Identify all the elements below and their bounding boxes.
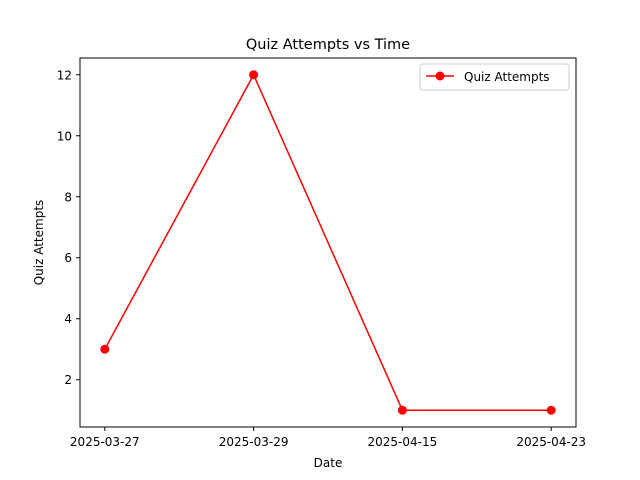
y-tick-label: 12 [57, 68, 72, 82]
y-axis: 2 4 6 8 10 12 [57, 68, 80, 387]
series-layer [100, 70, 556, 415]
x-axis-label: Date [314, 456, 343, 470]
legend-label: Quiz Attempts [464, 70, 550, 84]
y-tick-label: 6 [64, 251, 72, 265]
x-tick-label: 2025-04-15 [368, 435, 438, 449]
y-tick-label: 4 [64, 312, 72, 326]
x-tick-label: 2025-03-27 [70, 435, 140, 449]
y-tick-label: 2 [64, 373, 72, 387]
chart-title: Quiz Attempts vs Time [246, 37, 410, 53]
x-tick-label: 2025-03-29 [219, 435, 289, 449]
legend-box [419, 63, 570, 91]
x-axis: 2025-03-27 2025-03-29 2025-04-15 2025-04-23 [70, 427, 586, 449]
data-point [397, 405, 407, 415]
data-point [249, 70, 259, 80]
y-axis-label: Quiz Attempts [32, 200, 46, 286]
legend: Quiz Attempts [419, 63, 570, 91]
x-tick-label: 2025-04-23 [516, 435, 586, 449]
y-tick-label: 10 [57, 129, 72, 143]
plot-frame [79, 57, 577, 428]
legend-marker [435, 71, 445, 81]
y-tick-label: 8 [64, 190, 72, 204]
data-point [100, 344, 110, 354]
series-line [104, 74, 552, 411]
data-point [546, 405, 556, 415]
